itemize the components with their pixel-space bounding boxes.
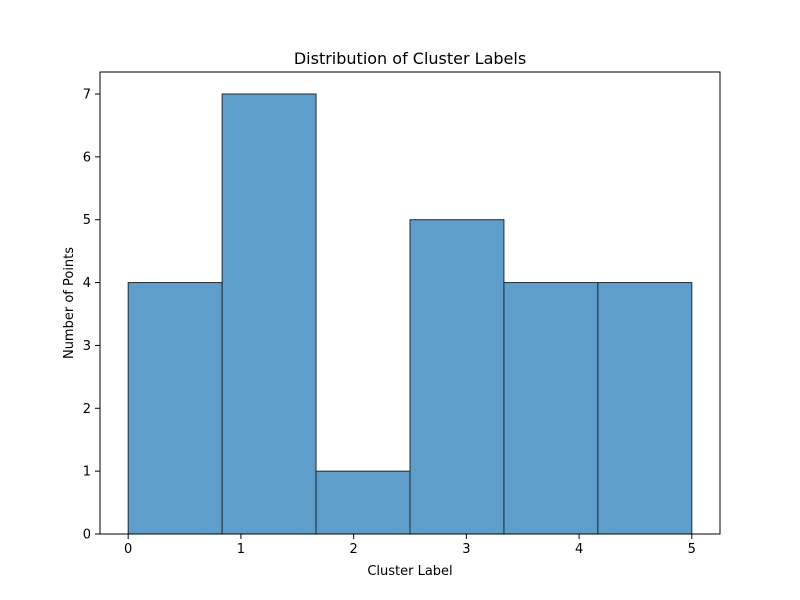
x-tick-label: 3	[462, 542, 470, 557]
histogram-bar	[127, 282, 223, 535]
x-tick-label: 2	[349, 542, 357, 557]
y-tick-label: 4	[83, 276, 91, 291]
histogram-bar	[597, 282, 693, 535]
x-axis-label: Cluster Label	[367, 564, 452, 579]
chart-title: Distribution of Cluster Labels	[294, 49, 526, 68]
x-tick-label: 5	[688, 542, 696, 557]
y-tick-label: 7	[83, 88, 91, 103]
y-axis-label: Number of Points	[62, 247, 77, 359]
histogram-bar	[221, 93, 317, 535]
y-tick-label: 3	[83, 339, 91, 354]
y-tick-label: 2	[83, 402, 91, 417]
y-axis-ticks: 0 1 2 3 4 5 6 7	[83, 88, 100, 543]
plot-frame	[99, 71, 721, 535]
histogram-bar	[503, 282, 599, 535]
x-axis-ticks: 0 1 2 3 4 5	[124, 534, 696, 557]
histogram-bar	[315, 470, 411, 535]
y-tick-label: 6	[83, 150, 91, 165]
x-tick-label: 0	[124, 542, 132, 557]
y-tick-label: 1	[83, 465, 91, 480]
x-tick-label: 4	[575, 542, 583, 557]
y-tick-label: 5	[83, 213, 91, 228]
x-tick-label: 1	[237, 542, 245, 557]
y-tick-label: 0	[83, 528, 91, 543]
bars-group	[127, 93, 693, 535]
histogram-bar	[409, 219, 505, 535]
